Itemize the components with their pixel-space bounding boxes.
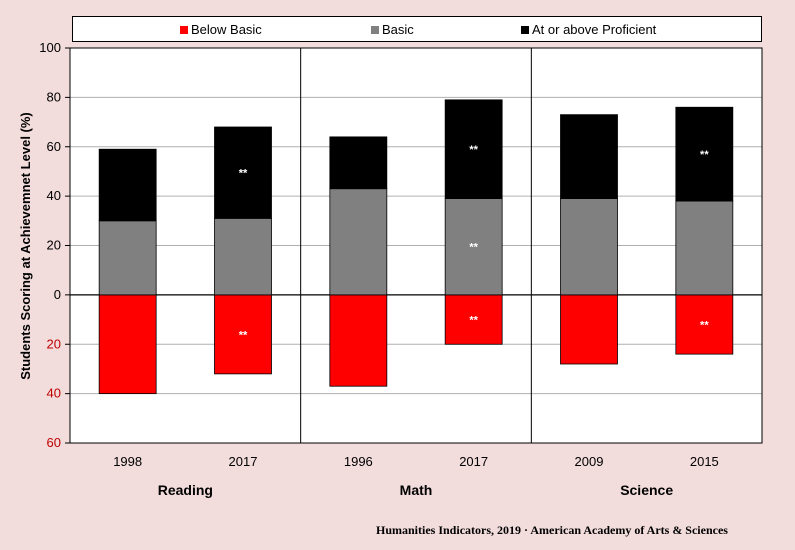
legend: Below Basic Basic At or above Proficient	[72, 16, 762, 42]
group-label: Math	[400, 482, 433, 498]
significance-marker: **	[239, 168, 248, 180]
legend-swatch	[180, 25, 188, 34]
bar-below-basic	[675, 294, 734, 355]
x-tick-label: 2009	[575, 454, 604, 469]
group-labels: Reading Math Science	[158, 482, 674, 498]
y-tick-label: 100	[39, 40, 61, 55]
y-tick-label: 40	[47, 188, 61, 203]
y-tick-label: 40	[47, 386, 61, 401]
legend-item-proficient: At or above Proficient	[521, 22, 656, 37]
bar-at-or-above-proficient	[444, 99, 503, 199]
significance-marker: **	[469, 242, 478, 254]
legend-item-below-basic: Below Basic	[180, 22, 262, 37]
x-tick-label: 2015	[690, 454, 719, 469]
y-tick-label: 0	[54, 287, 61, 302]
gridlines	[70, 96, 762, 395]
legend-label: Basic	[382, 22, 414, 37]
group-dividers	[300, 48, 532, 443]
y-axis-label: Students Scoring at Achievemnet Level (%…	[18, 112, 33, 380]
bar-at-or-above-proficient	[560, 114, 618, 199]
group-label: Reading	[158, 482, 213, 498]
bar-basic	[98, 220, 157, 296]
bar-basic	[675, 200, 734, 296]
bar-below-basic	[444, 294, 503, 345]
significance-marker: **	[700, 149, 709, 161]
y-axis: 60 40 20 0 20 40 60 80 100	[39, 40, 70, 450]
group-label: Science	[620, 482, 673, 498]
x-axis: 1998 2017 1996 2017 2009 2015	[113, 454, 719, 469]
bar-at-or-above-proficient	[214, 126, 272, 219]
y-tick-label: 60	[47, 435, 61, 450]
legend-swatch	[521, 25, 529, 34]
bar-at-or-above-proficient	[98, 148, 157, 222]
bar-at-or-above-proficient	[329, 136, 388, 190]
bar-below-basic	[214, 294, 272, 375]
significance-marker: **	[239, 329, 248, 341]
y-tick-label: 20	[47, 238, 61, 253]
bar-basic	[560, 198, 618, 296]
significance-marker: **	[469, 144, 478, 156]
x-tick-label: 2017	[229, 454, 258, 469]
bar-below-basic	[98, 294, 157, 395]
x-tick-label: 1998	[113, 454, 142, 469]
legend-label: Below Basic	[191, 22, 262, 37]
bars	[98, 99, 734, 395]
bar-basic	[214, 217, 272, 296]
legend-item-basic: Basic	[371, 22, 414, 37]
bar-below-basic	[329, 294, 388, 387]
source-footer: Humanities Indicators, 2019 · American A…	[376, 523, 728, 537]
x-tick-label: 1996	[344, 454, 373, 469]
y-tick-label: 20	[47, 336, 61, 351]
bar-basic	[444, 198, 503, 296]
bar-below-basic	[560, 294, 618, 365]
bar-at-or-above-proficient	[675, 106, 734, 202]
legend-label: At or above Proficient	[532, 22, 657, 37]
y-tick-label: 60	[47, 139, 61, 154]
significance-marker: **	[469, 315, 478, 327]
legend-swatch	[371, 25, 379, 34]
significance-marker: **	[700, 320, 709, 332]
annotations: ** ** ** ** ** ** **	[239, 144, 710, 341]
x-tick-label: 2017	[459, 454, 488, 469]
bar-basic	[329, 188, 388, 296]
y-tick-label: 80	[47, 89, 61, 104]
